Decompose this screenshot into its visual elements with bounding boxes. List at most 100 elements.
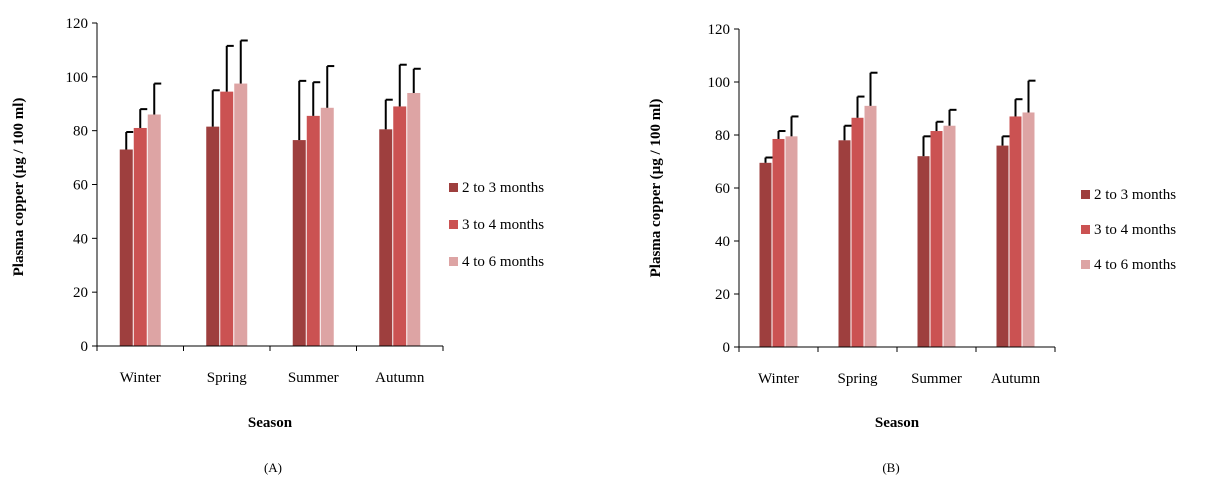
bar-2-winter [772,138,785,347]
y-tick-label: 60 [715,181,730,197]
x-tick-label-summer: Summer [911,371,962,387]
error-bar-1-autumn [1001,135,1010,146]
bar-3-summer [943,125,956,347]
legend-label-1: 2 to 3 months [1094,187,1176,203]
error-bar-3-spring [239,39,248,84]
bar-3-spring [234,83,248,346]
error-bar-1-spring [843,124,852,141]
bar-1-winter [119,149,133,346]
y-tick-label: 60 [73,178,88,194]
series-3-bars [147,39,421,347]
y-axis-title: Plasma copper (µg / 100 ml) [648,99,664,278]
chart-panel-b: 0 20 40 60 80 100 120 Winter Spring Summer Autumn S… [603,0,1206,483]
legend-swatch-1 [449,183,458,192]
legend-label-3: 4 to 6 months [462,254,544,270]
y-tick-label: 20 [715,287,730,303]
legend-swatch-3 [1081,260,1090,269]
bar-1-winter [759,162,772,347]
y-tick-label: 40 [715,234,730,250]
y-tick-label: 20 [73,285,88,301]
legend-label-3: 4 to 6 months [1094,257,1176,273]
error-bar-2-summer [935,120,944,132]
error-bar-1-summer [298,79,307,141]
series-2-bars [772,95,1023,348]
bar-chart-b: 0 20 40 60 80 100 120 Winter Spring Summer Autumn S… [648,22,1176,475]
series-1-bars [119,79,393,346]
series-1-bars [759,124,1010,347]
x-tick-label-winter: Winter [758,371,799,387]
y-tick-label: 120 [708,22,731,38]
error-bar-2-winter [777,130,786,139]
error-bar-3-autumn [1027,79,1036,113]
error-bar-3-summer [948,108,957,126]
bar-1-spring [838,140,851,347]
error-bar-3-winter [153,82,162,115]
bar-1-autumn [379,129,393,346]
error-bar-3-spring [869,71,878,106]
bar-2-summer [306,115,320,346]
error-bar-1-winter [125,131,134,150]
legend-swatch-2 [449,220,458,229]
y-tick-label: 120 [66,16,89,32]
x-tick-label-autumn: Autumn [991,371,1041,387]
legend-label-1: 2 to 3 months [462,180,544,196]
x-axis-title: Season [875,415,920,431]
error-bar-3-winter [790,115,799,137]
legend-swatch-2 [1081,225,1090,234]
bar-3-winter [147,114,161,347]
error-bar-1-winter [764,156,773,163]
error-bar-2-autumn [398,63,407,107]
bar-1-summer [292,140,306,346]
error-bar-2-autumn [1014,98,1023,117]
y-axis-title: Plasma copper (µg / 100 ml) [11,98,27,277]
legend-swatch-1 [1081,190,1090,199]
bar-2-spring [851,117,864,348]
bar-3-autumn [1022,112,1035,347]
panel-label: (A) [264,460,282,475]
y-tick-label: 80 [715,128,730,144]
error-bar-2-spring [856,95,865,118]
y-tick-label: 40 [73,231,88,247]
bar-2-autumn [1009,116,1022,347]
series-2-bars [133,44,407,346]
x-tick-label-autumn: Autumn [375,370,425,386]
error-bar-1-spring [211,89,220,127]
bar-2-summer [930,131,943,347]
bar-3-spring [864,105,877,347]
legend: 2 to 3 months 3 to 4 months 4 to 6 months [449,180,544,270]
legend-swatch-3 [449,257,458,266]
y-tick-label: 80 [73,124,88,140]
bar-1-spring [206,126,220,346]
y-tick-label: 100 [708,75,731,91]
y-tick-label: 100 [66,70,89,86]
error-bar-1-autumn [384,98,393,130]
bar-1-summer [917,156,930,347]
chart-panel-a: 0 20 40 60 80 100 120 Winter Spring Summer Autumn S… [11,16,544,475]
error-bar-1-summer [922,135,931,157]
y-tick-label: 0 [723,340,731,356]
bar-3-summer [320,107,334,346]
bar-3-autumn [407,92,421,346]
error-bar-2-winter [139,108,148,128]
legend-label-2: 3 to 4 months [1094,222,1176,238]
bar-2-autumn [393,106,407,346]
bar-chart-a: 0 20 40 60 80 100 120 Winter Spring Summer Autumn S… [11,16,544,475]
error-bar-2-summer [312,81,321,116]
legend-label-2: 3 to 4 months [462,217,544,233]
panel-label: (B) [882,460,899,475]
x-tick-label-winter: Winter [120,370,161,386]
x-tick-label-summer: Summer [288,370,339,386]
error-bar-3-autumn [412,67,421,93]
bar-2-spring [220,91,234,346]
x-tick-label-spring: Spring [207,370,248,386]
bar-3-winter [785,136,798,347]
y-tick-label: 0 [81,339,89,355]
x-tick-label-spring: Spring [837,371,878,387]
error-bar-2-spring [225,44,234,92]
error-bar-3-summer [326,65,335,108]
bar-1-autumn [996,145,1009,347]
series-3-bars [785,71,1036,347]
legend: 2 to 3 months 3 to 4 months 4 to 6 months [1081,187,1176,273]
bar-2-winter [133,127,147,346]
x-axis-title: Season [248,415,293,431]
